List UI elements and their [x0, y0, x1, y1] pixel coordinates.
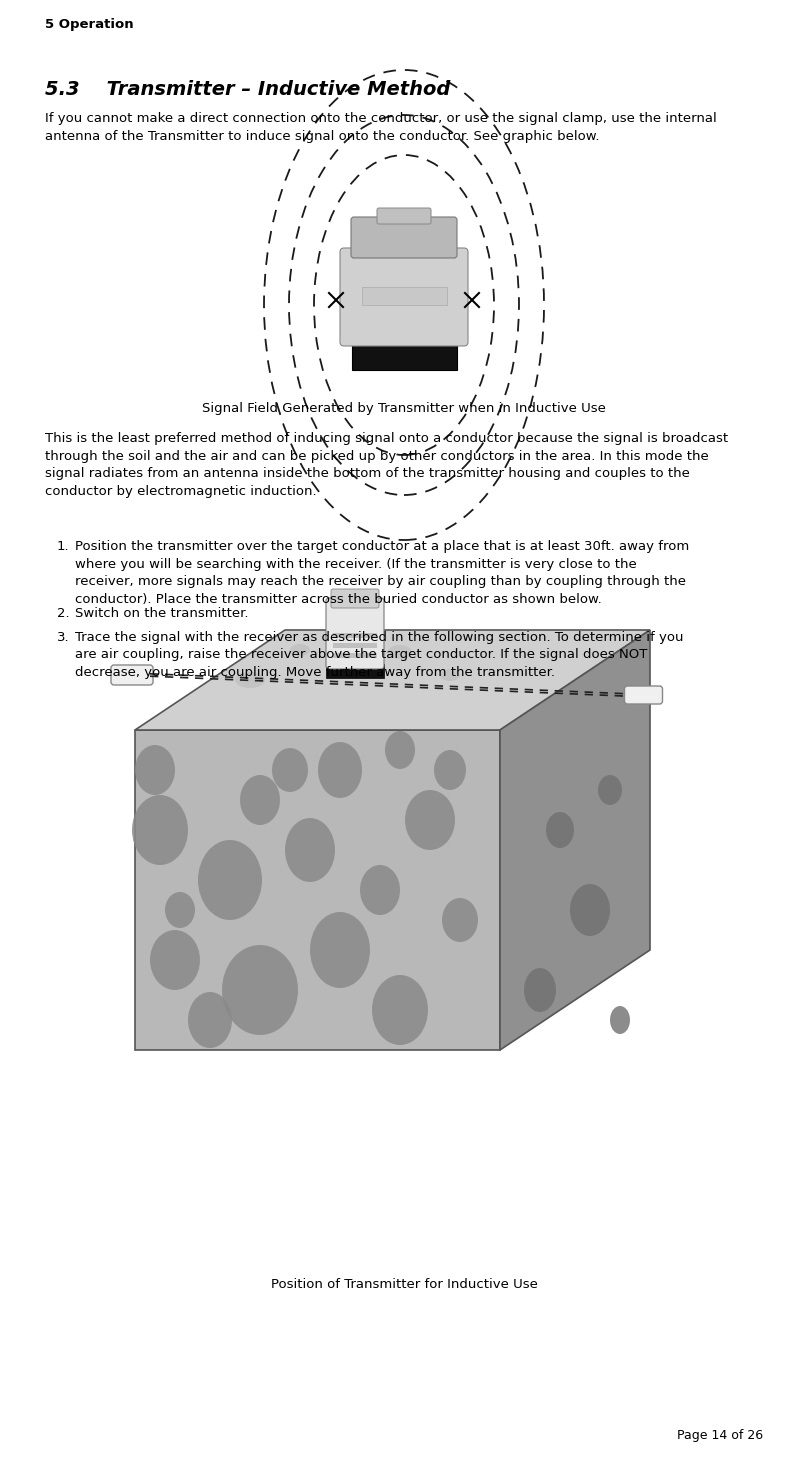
Text: This is the least preferred method of inducing signal onto a conductor because t: This is the least preferred method of in…: [45, 432, 728, 497]
FancyBboxPatch shape: [340, 248, 468, 345]
FancyBboxPatch shape: [625, 686, 663, 704]
Ellipse shape: [240, 775, 280, 825]
Ellipse shape: [318, 742, 362, 798]
FancyBboxPatch shape: [111, 664, 153, 685]
Polygon shape: [135, 731, 500, 1050]
Text: Switch on the transmitter.: Switch on the transmitter.: [75, 607, 249, 620]
Text: Position of Transmitter for Inductive Use: Position of Transmitter for Inductive Us…: [271, 1277, 537, 1291]
Ellipse shape: [524, 969, 556, 1011]
Ellipse shape: [372, 975, 428, 1045]
Ellipse shape: [165, 892, 195, 928]
Ellipse shape: [385, 731, 415, 769]
Text: 5 Operation: 5 Operation: [45, 18, 133, 31]
FancyBboxPatch shape: [351, 218, 457, 259]
Bar: [362, 287, 447, 304]
Text: Signal Field Generated by Transmitter when in Inductive Use: Signal Field Generated by Transmitter wh…: [202, 401, 606, 415]
FancyBboxPatch shape: [326, 598, 384, 669]
Polygon shape: [500, 631, 650, 1050]
Ellipse shape: [434, 750, 466, 789]
Ellipse shape: [135, 745, 175, 795]
Bar: [333, 634, 377, 638]
Ellipse shape: [442, 898, 478, 942]
Text: 1.: 1.: [57, 539, 69, 553]
Text: 2.: 2.: [57, 607, 69, 620]
Bar: [333, 642, 377, 648]
Text: Position the transmitter over the target conductor at a place that is at least 3: Position the transmitter over the target…: [75, 539, 689, 606]
Ellipse shape: [598, 775, 622, 806]
Bar: [352, 343, 457, 370]
Text: Trace the signal with the receiver as described in the following section. To det: Trace the signal with the receiver as de…: [75, 631, 684, 679]
Ellipse shape: [570, 883, 610, 936]
Ellipse shape: [440, 669, 460, 681]
Bar: [333, 653, 377, 659]
Ellipse shape: [388, 645, 412, 659]
Ellipse shape: [285, 817, 335, 882]
Ellipse shape: [198, 839, 262, 920]
Ellipse shape: [150, 931, 200, 989]
Text: 5.3    Transmitter – Inductive Method: 5.3 Transmitter – Inductive Method: [45, 79, 450, 98]
FancyBboxPatch shape: [331, 589, 379, 609]
Ellipse shape: [222, 945, 298, 1035]
Ellipse shape: [132, 795, 188, 864]
Ellipse shape: [405, 789, 455, 850]
Ellipse shape: [290, 644, 310, 656]
Text: 3.: 3.: [57, 631, 69, 644]
Ellipse shape: [235, 672, 265, 688]
Ellipse shape: [546, 811, 574, 848]
Ellipse shape: [188, 992, 232, 1048]
Polygon shape: [135, 631, 650, 731]
Ellipse shape: [360, 864, 400, 914]
Ellipse shape: [338, 663, 362, 678]
Ellipse shape: [610, 1005, 630, 1033]
FancyBboxPatch shape: [377, 207, 431, 223]
Ellipse shape: [310, 911, 370, 988]
Ellipse shape: [272, 748, 308, 792]
Bar: [326, 664, 384, 678]
Text: Page 14 of 26: Page 14 of 26: [677, 1429, 763, 1442]
Text: If you cannot make a direct connection onto the conductor, or use the signal cla: If you cannot make a direct connection o…: [45, 112, 717, 143]
